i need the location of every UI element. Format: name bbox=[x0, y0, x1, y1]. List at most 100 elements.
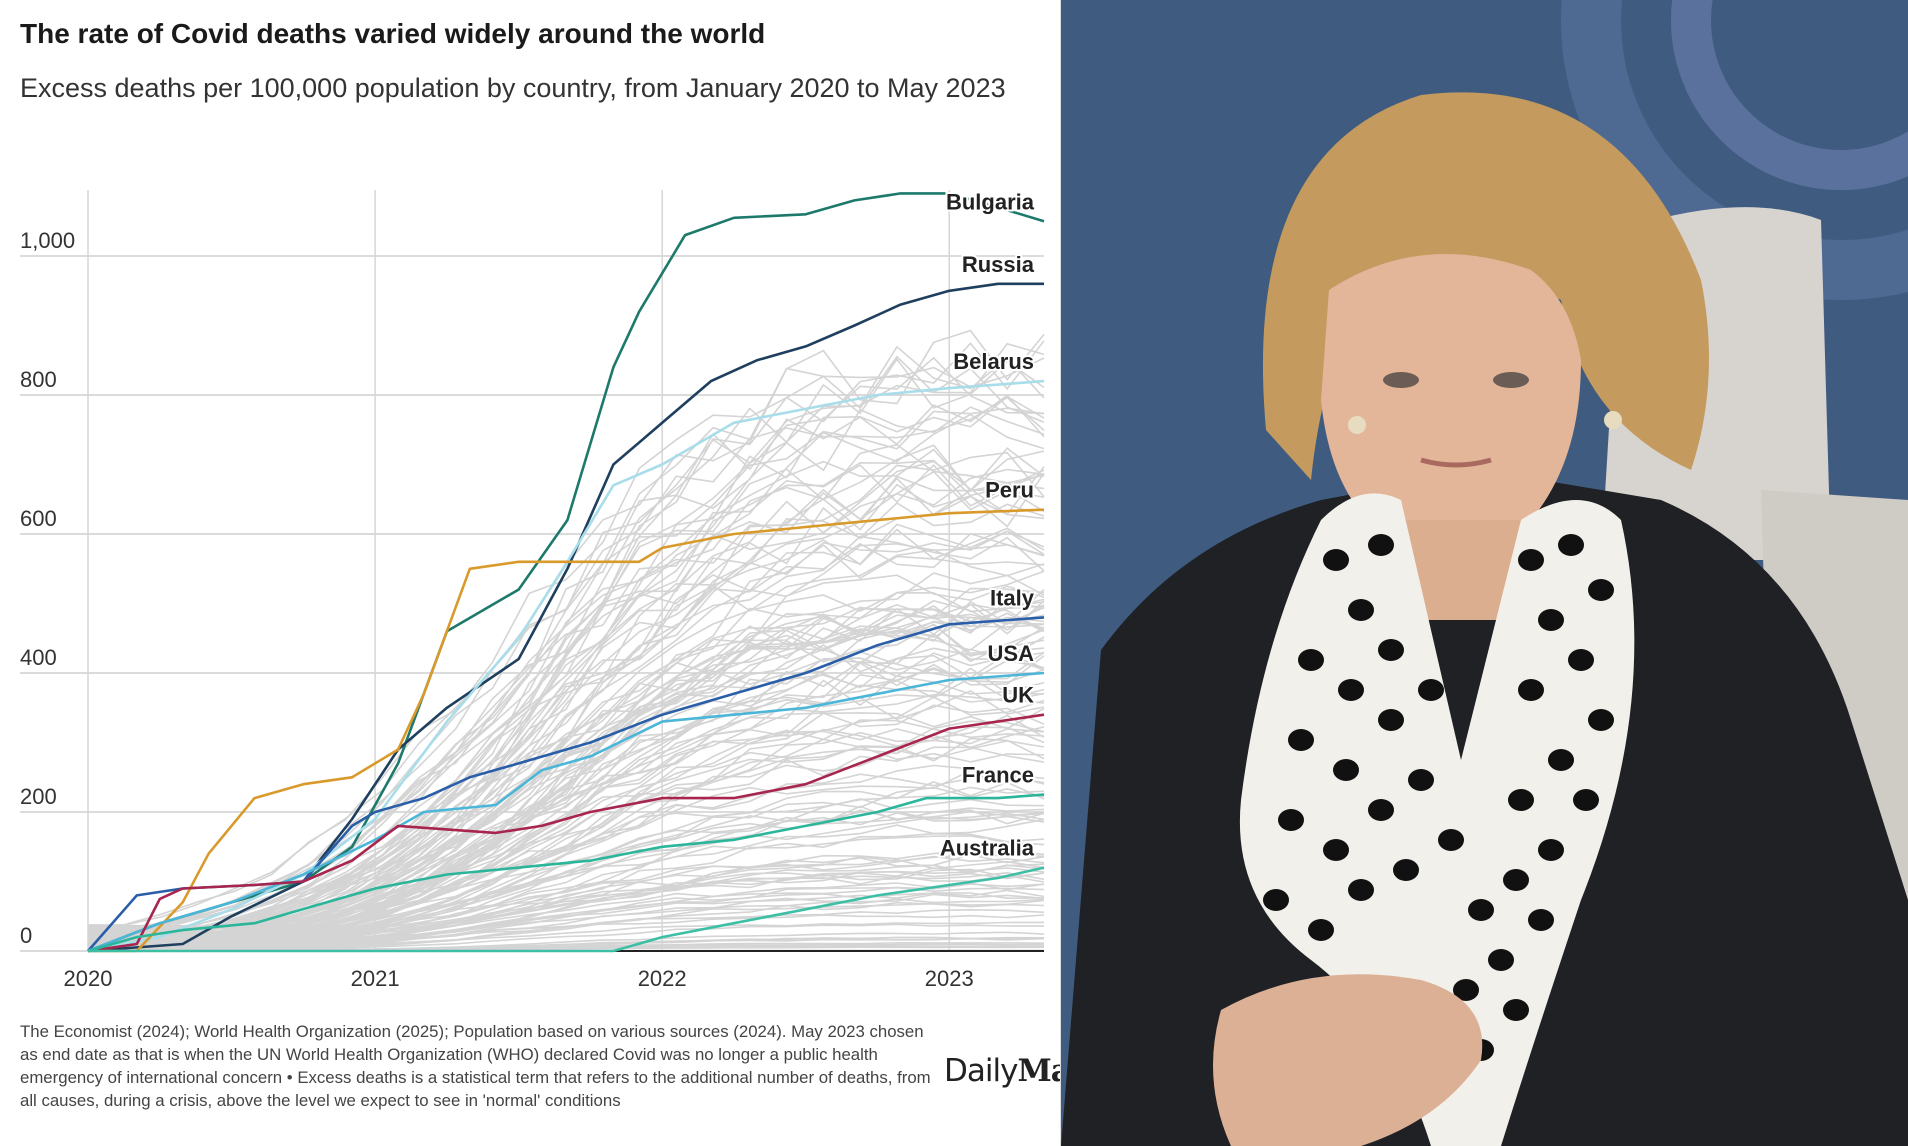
background-country-line bbox=[87, 443, 1045, 933]
scarf-dot bbox=[1338, 679, 1364, 701]
left-eye bbox=[1383, 372, 1419, 388]
background-country-line bbox=[87, 413, 1045, 932]
background-country-line bbox=[87, 477, 1045, 934]
scarf-dot bbox=[1378, 639, 1404, 661]
background-country-line bbox=[87, 605, 1045, 938]
background-country-line bbox=[87, 867, 1045, 949]
background-ring-inner bbox=[1671, 0, 1908, 190]
series-label-france: France bbox=[962, 763, 1034, 788]
series-line-uk bbox=[87, 713, 1045, 953]
background-ring-outer bbox=[1561, 0, 1908, 300]
scarf-dot bbox=[1538, 839, 1564, 861]
right-eye bbox=[1493, 372, 1529, 388]
chart-panel: The rate of Covid deaths varied widely a… bbox=[20, 18, 1060, 1110]
series-label-bulgaria: Bulgaria bbox=[946, 189, 1035, 214]
background-country-line bbox=[87, 623, 1045, 940]
background-country-line bbox=[87, 684, 1045, 942]
x-tick-label: 2020 bbox=[64, 966, 113, 991]
x-tick-label: 2023 bbox=[925, 966, 974, 991]
scarf-dot bbox=[1558, 534, 1584, 556]
background-country-line bbox=[87, 855, 1045, 949]
scarf-dot bbox=[1308, 919, 1334, 941]
scarf-dot bbox=[1548, 749, 1574, 771]
scarf-dot bbox=[1453, 979, 1479, 1001]
chart-title: The rate of Covid deaths varied widely a… bbox=[20, 18, 766, 49]
scarf-dot bbox=[1323, 839, 1349, 861]
woman-portrait-image bbox=[1061, 0, 1908, 1146]
scarf-dot bbox=[1488, 949, 1514, 971]
scarf-dot bbox=[1568, 649, 1594, 671]
series-label-russia: Russia bbox=[962, 252, 1035, 277]
background-country-line bbox=[87, 746, 1045, 944]
scarf-dot bbox=[1503, 869, 1529, 891]
scarf-dot bbox=[1588, 579, 1614, 601]
interview-photo bbox=[1061, 0, 1908, 1146]
background-country-line bbox=[87, 549, 1045, 937]
hands bbox=[1213, 974, 1483, 1146]
scarf-dot bbox=[1503, 999, 1529, 1021]
scarf-dot bbox=[1418, 679, 1444, 701]
background-country-line bbox=[87, 396, 1045, 929]
scarf-dot bbox=[1573, 789, 1599, 811]
scarf-dot bbox=[1378, 709, 1404, 731]
face bbox=[1321, 254, 1581, 552]
logo-light-text: Daily bbox=[944, 1053, 1018, 1089]
y-tick-label: 400 bbox=[20, 645, 57, 670]
background-country-line bbox=[87, 394, 1045, 931]
series-line-belarus bbox=[87, 379, 1045, 953]
background-country-line bbox=[87, 533, 1045, 936]
scarf-dot bbox=[1288, 729, 1314, 751]
background-country-line bbox=[87, 720, 1045, 944]
scarf-dot bbox=[1368, 534, 1394, 556]
background-country-line bbox=[87, 472, 1045, 934]
scarf-dot bbox=[1528, 909, 1554, 931]
background-country-line bbox=[87, 655, 1045, 941]
background-country-line bbox=[87, 345, 1045, 928]
series-label-uk: UK bbox=[1002, 683, 1034, 708]
scarf-dot bbox=[1348, 599, 1374, 621]
series-label-peru: Peru bbox=[985, 478, 1034, 503]
scarf-dot bbox=[1538, 609, 1564, 631]
left-earring bbox=[1348, 416, 1366, 434]
line-chart: 0 200 400 600 800 1,000 2020 2021 2022 2023 Bulgar… bbox=[20, 187, 1045, 991]
scarf-dot bbox=[1393, 859, 1419, 881]
scarf-dot bbox=[1468, 899, 1494, 921]
scarf-dot bbox=[1368, 799, 1394, 821]
background-country-line bbox=[88, 886, 1045, 950]
background-country-line bbox=[87, 357, 1045, 929]
scarf-dot bbox=[1408, 769, 1434, 791]
scarf-dot bbox=[1333, 759, 1359, 781]
chart-subtitle: Excess deaths per 100,000 population by … bbox=[20, 73, 1006, 103]
series-label-australia: Australia bbox=[940, 836, 1035, 861]
scarf-dot bbox=[1438, 829, 1464, 851]
scarf-dot bbox=[1323, 549, 1349, 571]
scarf-dot bbox=[1518, 679, 1544, 701]
x-tick-label: 2021 bbox=[351, 966, 400, 991]
background-country-line bbox=[88, 882, 1045, 950]
series-line-australia bbox=[88, 866, 1045, 953]
series-label-belarus: Belarus bbox=[953, 349, 1034, 374]
scarf-dot bbox=[1278, 809, 1304, 831]
logo-bold-text: Mail bbox=[1017, 1053, 1060, 1089]
scarf-dot bbox=[1508, 789, 1534, 811]
right-earring bbox=[1604, 411, 1622, 429]
series-label-italy: Italy bbox=[990, 585, 1035, 610]
scarf-dot bbox=[1298, 649, 1324, 671]
series-line-usa bbox=[87, 671, 1045, 953]
scarf-dot bbox=[1348, 879, 1374, 901]
scarf-dot bbox=[1518, 549, 1544, 571]
y-tick-label: 1,000 bbox=[20, 228, 75, 253]
y-tick-label: 200 bbox=[20, 784, 57, 809]
series-line-france bbox=[87, 793, 1045, 953]
source-note: The Economist (2024); World Health Organ… bbox=[20, 1022, 931, 1110]
mouth bbox=[1420, 457, 1492, 468]
hair bbox=[1262, 92, 1709, 480]
series-line-peru bbox=[88, 508, 1045, 953]
y-tick-label: 600 bbox=[20, 506, 57, 531]
background-country-line bbox=[87, 677, 1045, 942]
panel-divider bbox=[1060, 0, 1061, 1146]
x-tick-label: 2022 bbox=[638, 966, 687, 991]
daily-mail-logo: DailyMail bbox=[944, 1053, 1060, 1089]
scarf-dots bbox=[1263, 534, 1614, 1061]
scarf-dot bbox=[1588, 709, 1614, 731]
